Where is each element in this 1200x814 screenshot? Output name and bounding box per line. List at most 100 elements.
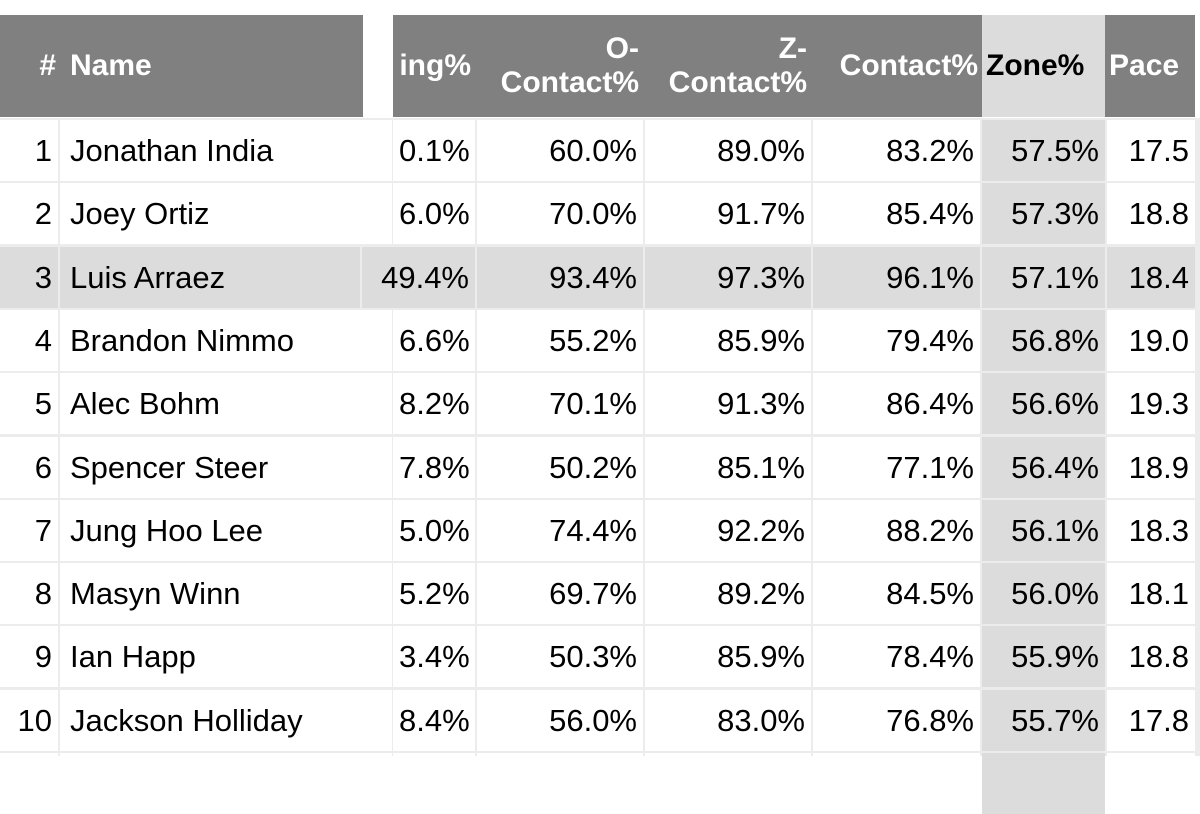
rank-cell: 5	[0, 373, 58, 435]
pace-cell: 18.3	[1107, 499, 1195, 561]
zone-cell: 56.0%	[982, 563, 1105, 625]
header-o-contact[interactable]: O- Contact%	[475, 15, 643, 117]
z-contact-cell: 92.2%	[645, 499, 811, 561]
z-contact-cell: 89.0%	[645, 120, 811, 181]
swing-cell: 5.2%	[393, 563, 475, 625]
zone-cell: 56.1%	[982, 499, 1105, 561]
zone-cell: 57.1%	[982, 246, 1105, 308]
empty-cell	[813, 753, 980, 814]
o-contact-cell: 69.7%	[477, 563, 643, 625]
z-contact-cell: 97.3%	[645, 246, 811, 308]
header-pace-label: Pace	[1109, 49, 1180, 82]
z-contact-cell: 91.7%	[645, 183, 811, 245]
header-o-contact-label: O- Contact%	[500, 32, 639, 99]
o-contact-cell: 55.2%	[477, 309, 643, 371]
rank-cell: 9	[0, 626, 58, 688]
header-rank-label: #	[39, 49, 56, 82]
o-contact-cell: 60.0%	[477, 120, 643, 181]
header-rank[interactable]: #	[0, 15, 60, 117]
pace-cell: 18.8	[1107, 183, 1195, 245]
header-zone[interactable]: Zone%	[982, 15, 1105, 117]
o-contact-cell: 74.4%	[477, 499, 643, 561]
contact-cell: 84.5%	[813, 563, 980, 625]
empty-cell	[60, 753, 392, 814]
swing-cell: 3.4%	[393, 626, 475, 688]
header-contact[interactable]: Contact%	[811, 15, 982, 117]
swing-cell: 6.6%	[393, 309, 475, 371]
zone-cell: 55.7%	[982, 689, 1105, 751]
pace-cell: 17.8	[1107, 689, 1195, 751]
empty-cell	[1107, 753, 1195, 814]
swing-cell: 0.1%	[393, 120, 475, 181]
contact-cell: 88.2%	[813, 499, 980, 561]
name-cell: Spencer Steer	[60, 436, 392, 498]
z-contact-cell: 85.9%	[645, 309, 811, 371]
contact-cell: 76.8%	[813, 689, 980, 751]
name-cell: Jung Hoo Lee	[60, 499, 392, 561]
empty-cell	[645, 753, 811, 814]
o-contact-cell: 56.0%	[477, 689, 643, 751]
name-cell: Jackson Holliday	[60, 689, 392, 751]
zone-cell: 57.5%	[982, 120, 1105, 181]
z-contact-cell: 83.0%	[645, 689, 811, 751]
header-pace[interactable]: Pace	[1105, 15, 1195, 117]
o-contact-cell: 93.4%	[477, 246, 643, 308]
z-contact-cell: 85.1%	[645, 436, 811, 498]
zone-cell: 56.8%	[982, 309, 1105, 371]
z-contact-cell: 89.2%	[645, 563, 811, 625]
rank-cell: 4	[0, 309, 58, 371]
swing-cell: 6.0%	[393, 183, 475, 245]
o-contact-cell: 50.3%	[477, 626, 643, 688]
contact-cell: 79.4%	[813, 309, 980, 371]
name-cell: Alec Bohm	[60, 373, 392, 435]
contact-cell: 83.2%	[813, 120, 980, 181]
o-contact-cell: 70.1%	[477, 373, 643, 435]
pace-cell: 18.8	[1107, 626, 1195, 688]
name-cell: Luis Arraez	[60, 246, 360, 308]
pace-cell: 18.4	[1107, 246, 1195, 308]
header-z-contact-label: Z- Contact%	[668, 32, 807, 99]
rank-cell: 10	[0, 689, 58, 751]
zone-cell: 57.3%	[982, 183, 1105, 245]
empty-cell	[477, 753, 643, 814]
contact-cell: 78.4%	[813, 626, 980, 688]
header-swing[interactable]: ing%	[393, 15, 475, 117]
name-cell: Masyn Winn	[60, 563, 392, 625]
name-cell: Jonathan India	[60, 120, 392, 181]
header-zone-label: Zone%	[986, 49, 1085, 82]
zone-cell: 55.9%	[982, 626, 1105, 688]
swing-cell: 5.0%	[393, 499, 475, 561]
contact-cell: 96.1%	[813, 246, 980, 308]
empty-cell	[982, 753, 1105, 814]
o-contact-cell: 50.2%	[477, 436, 643, 498]
header-name-label: Name	[70, 49, 152, 82]
rank-cell: 1	[0, 120, 58, 181]
header-z-contact[interactable]: Z- Contact%	[643, 15, 811, 117]
empty-cell	[393, 753, 475, 814]
pace-cell: 18.9	[1107, 436, 1195, 498]
rank-cell: 8	[0, 563, 58, 625]
swing-cell: 49.4%	[362, 246, 475, 308]
rank-cell: 2	[0, 183, 58, 245]
rank-cell: 3	[0, 246, 58, 308]
zone-cell: 56.4%	[982, 436, 1105, 498]
swing-cell: 7.8%	[393, 436, 475, 498]
z-contact-cell: 91.3%	[645, 373, 811, 435]
pace-cell: 19.3	[1107, 373, 1195, 435]
name-cell: Brandon Nimmo	[60, 309, 392, 371]
swing-cell: 8.2%	[393, 373, 475, 435]
swing-cell: 8.4%	[393, 689, 475, 751]
rank-cell: 7	[0, 499, 58, 561]
name-cell: Joey Ortiz	[60, 183, 392, 245]
name-cell: Ian Happ	[60, 626, 392, 688]
header-swing-label: ing%	[399, 49, 471, 82]
zone-cell: 56.6%	[982, 373, 1105, 435]
pace-cell: 19.0	[1107, 309, 1195, 371]
z-contact-cell: 85.9%	[645, 626, 811, 688]
header-name[interactable]: Name	[60, 15, 363, 117]
pace-cell: 17.5	[1107, 120, 1195, 181]
empty-cell	[0, 753, 58, 814]
contact-cell: 86.4%	[813, 373, 980, 435]
contact-cell: 85.4%	[813, 183, 980, 245]
